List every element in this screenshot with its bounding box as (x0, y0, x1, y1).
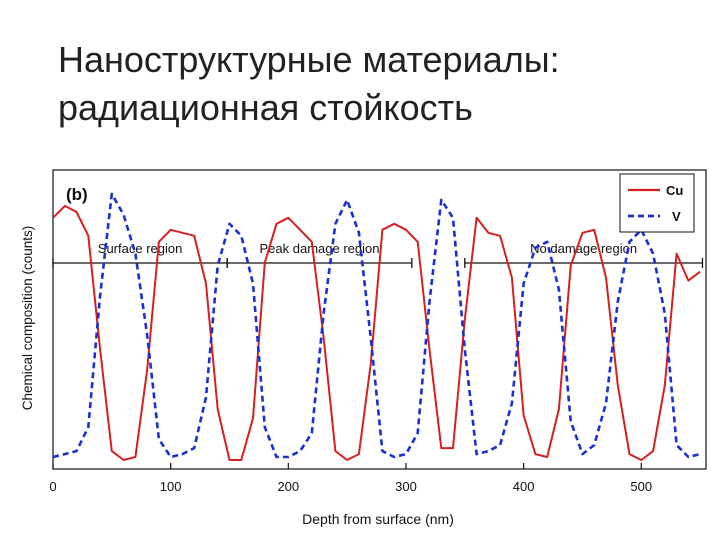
legend-label-cu: Cu (666, 183, 683, 198)
panel-label: (b) (66, 185, 88, 204)
slide-title: Наноструктурные материалы: радиационная … (58, 36, 698, 132)
x-tick-label-200: 200 (277, 479, 299, 494)
x-tick-label-0: 0 (49, 479, 56, 494)
plot-area-border (52, 169, 707, 470)
slide-title-line-2: радиационная стойкость (58, 87, 473, 128)
region-label-surface-region: Surface region (98, 241, 183, 256)
x-tick-label-500: 500 (630, 479, 652, 494)
y-axis-label: Chemical composition (counts) (20, 226, 35, 411)
x-tick-label-400: 400 (513, 479, 535, 494)
x-tick-label-300: 300 (395, 479, 417, 494)
legend-box (619, 173, 695, 233)
x-tick-label-100: 100 (160, 479, 182, 494)
legend: Cu V (619, 173, 695, 233)
x-axis-label: Depth from surface (nm) (302, 511, 454, 527)
series-line-cu (52, 204, 701, 461)
x-axis-ticks: 0 100 200 300 400 500 (49, 463, 652, 494)
region-label-peak-damage-region: Peak damage region (260, 241, 380, 256)
series-lines (52, 192, 701, 461)
plot-frame (52, 169, 707, 470)
composition-chart: Surface region Peak damage region No damag… (20, 169, 707, 527)
region-label-no-damage-region: No damage region (530, 241, 637, 256)
region-markers: Surface region Peak damage region No damag… (52, 241, 704, 268)
slide-title-line-1: Наноструктурные материалы: (58, 39, 560, 80)
legend-label-v: V (672, 209, 681, 224)
series-line-v (52, 192, 701, 459)
